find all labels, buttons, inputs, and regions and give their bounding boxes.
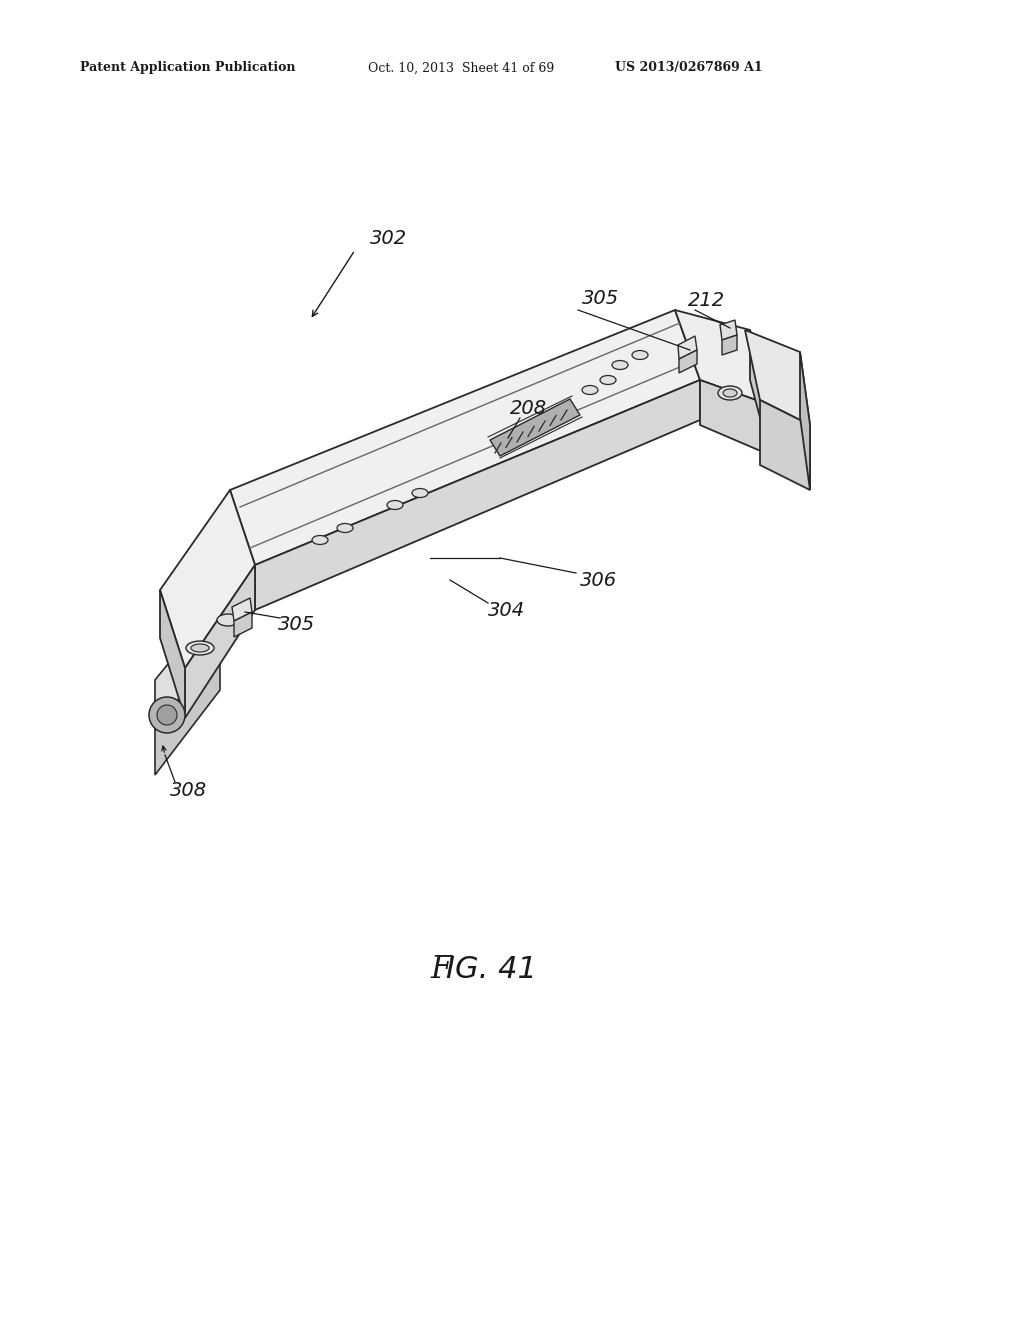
Polygon shape [720, 319, 737, 341]
Text: 302: 302 [370, 228, 408, 248]
Text: US 2013/0267869 A1: US 2013/0267869 A1 [615, 62, 763, 74]
Ellipse shape [612, 360, 628, 370]
Ellipse shape [632, 351, 648, 359]
Polygon shape [678, 337, 697, 359]
Polygon shape [800, 352, 810, 490]
Text: 304: 304 [488, 601, 525, 619]
Polygon shape [160, 590, 185, 718]
Text: 308: 308 [170, 780, 207, 800]
Polygon shape [155, 601, 220, 730]
Polygon shape [722, 335, 737, 355]
Text: 212: 212 [688, 290, 725, 309]
Text: Oct. 10, 2013  Sheet 41 of 69: Oct. 10, 2013 Sheet 41 of 69 [368, 62, 554, 74]
Ellipse shape [186, 642, 214, 655]
Ellipse shape [412, 488, 428, 498]
Polygon shape [490, 399, 580, 455]
Ellipse shape [217, 614, 239, 626]
Ellipse shape [337, 524, 353, 532]
Text: 305: 305 [582, 289, 620, 308]
Polygon shape [700, 380, 770, 455]
Text: F: F [430, 954, 452, 986]
Ellipse shape [191, 644, 209, 652]
Ellipse shape [312, 536, 328, 544]
Polygon shape [160, 490, 255, 668]
Polygon shape [255, 380, 700, 610]
Polygon shape [750, 330, 770, 455]
Circle shape [157, 705, 177, 725]
Ellipse shape [723, 389, 737, 397]
Text: 305: 305 [278, 615, 315, 635]
Ellipse shape [718, 385, 742, 400]
Polygon shape [745, 330, 810, 425]
Ellipse shape [600, 375, 616, 384]
Ellipse shape [387, 500, 403, 510]
Text: Patent Application Publication: Patent Application Publication [80, 62, 296, 74]
Polygon shape [155, 645, 220, 775]
Polygon shape [679, 350, 697, 374]
Polygon shape [760, 400, 810, 490]
Polygon shape [185, 565, 255, 718]
Text: 208: 208 [510, 399, 547, 417]
Text: 306: 306 [580, 570, 617, 590]
Circle shape [150, 697, 185, 733]
Text: IG. 41: IG. 41 [446, 956, 537, 985]
Polygon shape [234, 612, 252, 638]
Polygon shape [230, 310, 700, 565]
Polygon shape [675, 310, 770, 405]
Ellipse shape [582, 385, 598, 395]
Polygon shape [232, 598, 252, 620]
